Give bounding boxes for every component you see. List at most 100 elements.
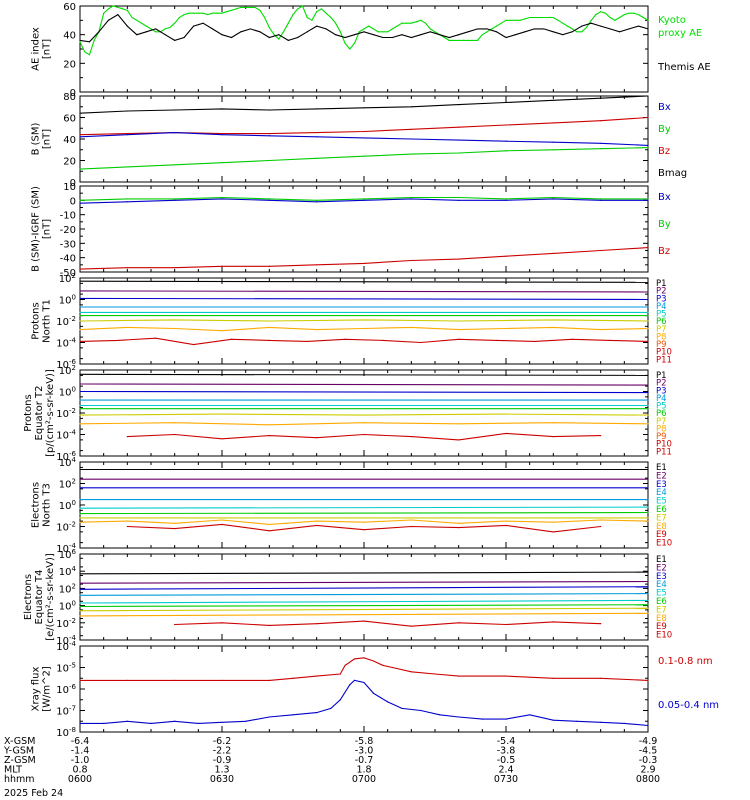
data-point <box>221 413 223 415</box>
data-point <box>647 599 649 602</box>
data-point <box>647 468 649 471</box>
data-point <box>221 198 223 200</box>
data-point <box>174 39 176 42</box>
panel-3: -50 -40 -30 -20 -10 0 10 B (SM)-IGRF (SM) [nT] Bx… <box>31 182 671 279</box>
data-point <box>396 25 398 27</box>
x-axis-value: 2.9 <box>640 765 655 776</box>
data-point <box>600 199 602 201</box>
data-point <box>174 131 176 134</box>
legend-entry: E6 <box>656 505 667 515</box>
y-tick-label: 80 <box>63 92 76 103</box>
data-point <box>600 329 602 331</box>
data-point <box>410 259 412 262</box>
data-point <box>420 34 422 36</box>
y-tick-label-exponent: -5 <box>69 662 76 670</box>
data-point <box>79 320 81 322</box>
series-line-p3 <box>79 297 649 301</box>
data-point <box>552 99 554 101</box>
series-line-e1 <box>79 571 649 575</box>
x-axis-table: X-GSM -6.4 -6.2 -5.8 -5.4 -4.9 Y-GSM -1.4 -2.2 -3… <box>3 736 660 799</box>
y-axis-title: [p/(cm²-s-sr-keV)] <box>45 369 56 457</box>
data-point <box>79 290 81 292</box>
legend-entry: P5 <box>656 402 667 412</box>
data-point <box>221 679 223 682</box>
data-point <box>79 134 81 136</box>
series-line-e5 <box>79 506 649 509</box>
data-point <box>174 199 176 201</box>
data-point <box>505 198 507 200</box>
data-point <box>202 22 204 24</box>
data-point <box>552 196 554 199</box>
data-point <box>211 12 214 14</box>
data-point <box>174 522 176 524</box>
data-point <box>505 718 507 720</box>
data-point <box>609 339 611 341</box>
data-point <box>363 107 365 109</box>
data-point <box>458 39 460 42</box>
y-tick-label: 10-4 <box>56 542 76 555</box>
data-point <box>363 529 365 531</box>
y-tick-label-exponent: -6 <box>69 683 77 691</box>
series-line-themis-ae <box>79 13 649 43</box>
data-point <box>552 326 554 329</box>
data-point <box>306 16 308 19</box>
y-tick-label-exponent: -4 <box>69 542 77 550</box>
y-tick-label-exponent: 0 <box>72 499 76 507</box>
data-point <box>552 16 554 19</box>
y-tick-label-base: 10 <box>56 452 69 463</box>
x-axis-value: -0.7 <box>355 755 374 766</box>
y-tick-label-exponent: -2 <box>69 617 76 625</box>
y-axis-title: Protons <box>31 302 42 339</box>
data-point <box>505 255 507 257</box>
data-point <box>458 139 460 141</box>
x-axis-value: 1.8 <box>356 765 371 776</box>
data-point <box>604 12 607 14</box>
data-point <box>424 22 427 24</box>
data-point <box>538 16 540 19</box>
data-point <box>529 714 531 716</box>
data-point <box>481 718 483 720</box>
series-line-0-05-0-4-nm <box>80 679 649 727</box>
legend-entry: P7 <box>656 417 667 427</box>
data-point <box>221 330 223 332</box>
legend-entry: P4 <box>656 394 667 404</box>
series-line-p1 <box>79 373 649 376</box>
y-tick-label: 10-8 <box>56 726 76 739</box>
data-point <box>647 199 649 201</box>
data-point <box>268 198 270 200</box>
data-point <box>79 390 81 393</box>
data-point <box>268 523 270 525</box>
panel-2: 0 20 40 60 80 B (SM) [nT] Bx By Bz Bmag <box>31 92 688 189</box>
data-point <box>164 28 166 30</box>
data-point <box>174 422 176 424</box>
data-point <box>458 622 460 624</box>
data-point <box>202 12 204 14</box>
data-point <box>164 34 166 36</box>
y-tick-label: 10-6 <box>56 450 76 463</box>
x-axis-value: -3.0 <box>355 746 374 757</box>
data-point <box>316 264 318 266</box>
data-point <box>600 525 602 528</box>
data-point <box>330 16 332 19</box>
data-point <box>647 144 649 147</box>
data-point <box>126 436 128 438</box>
y-tick-label-base: 10 <box>56 317 69 328</box>
y-tick-label-exponent: 0 <box>72 600 76 608</box>
data-point <box>458 199 460 201</box>
y-tick-label: 10-4 <box>56 429 76 442</box>
data-point <box>600 148 602 150</box>
legend-entry: P1 <box>656 371 667 381</box>
data-point <box>79 487 81 489</box>
panel-frame <box>79 645 649 733</box>
series-line-e5 <box>79 599 649 604</box>
y-tick-label: 10-4 <box>56 640 76 653</box>
data-point <box>647 408 649 410</box>
data-point <box>79 517 81 519</box>
panel-frame <box>79 5 649 93</box>
data-point <box>647 487 649 489</box>
data-point <box>126 720 128 722</box>
data-point <box>637 25 640 27</box>
data-point <box>268 434 270 437</box>
